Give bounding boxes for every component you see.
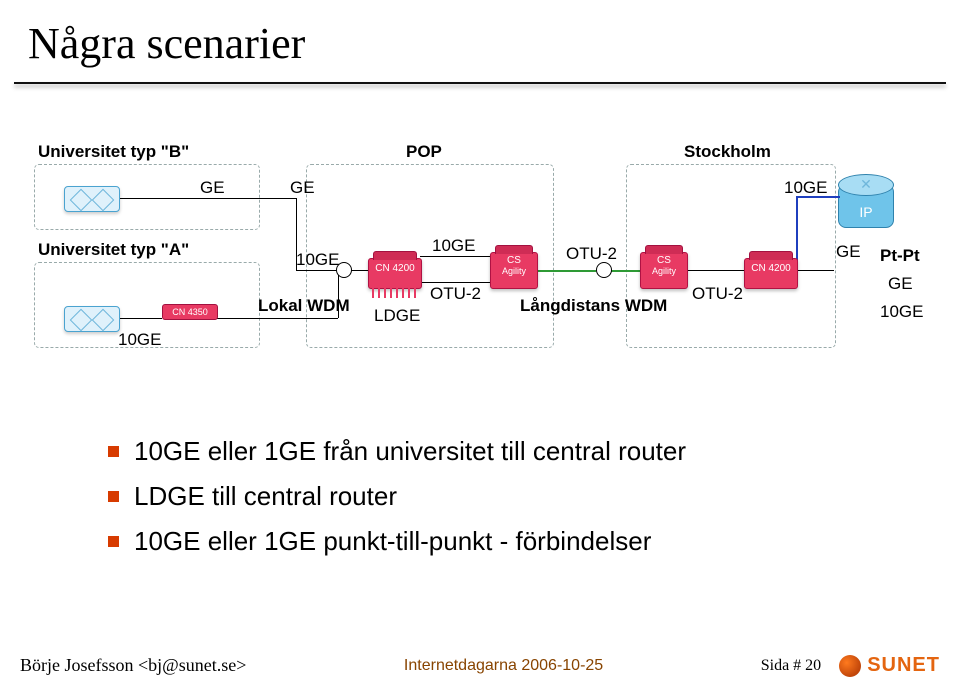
panel-pop-label: POP [406, 142, 442, 162]
slide-title: Några scenarier [28, 18, 305, 69]
label-ge: GE [290, 178, 315, 198]
wdm-cs-sto: CS Agility [640, 252, 688, 289]
label-ptpt: Pt-Pt [880, 246, 920, 266]
router-icon [64, 306, 120, 332]
wdm-sublabel: Agility [652, 266, 676, 276]
ring-icon [596, 262, 612, 278]
footer-page: Sida # 20 [761, 657, 821, 675]
bullet-item: 10GE eller 1GE punkt-till-punkt - förbin… [108, 526, 920, 557]
panel-universitet-a-label: Universitet typ "A" [38, 240, 189, 260]
footer: Börje Josefsson <bj@sunet.se> Internetda… [20, 654, 940, 677]
link-line [796, 270, 834, 271]
bullet-item: 10GE eller 1GE från universitet till cen… [108, 436, 920, 467]
label-otu2: OTU-2 [692, 284, 743, 304]
link-line [296, 270, 338, 271]
label-10ge: 10GE [784, 178, 827, 198]
link-line [210, 318, 338, 319]
footer-author: Börje Josefsson <bj@sunet.se> [20, 655, 246, 676]
link-line [120, 318, 162, 319]
label-10ge: 10GE [432, 236, 475, 256]
link-line [420, 282, 490, 283]
brand-sunet: SUNET [839, 654, 940, 677]
wdm-sublabel: Agility [502, 266, 526, 276]
label-10ge: 10GE [118, 330, 161, 350]
link-line [350, 270, 368, 271]
label-otu2: OTU-2 [430, 284, 481, 304]
label-10ge: 10GE [880, 302, 923, 322]
link-line [120, 198, 296, 199]
wdm-cn4200-sto: CN 4200 [744, 258, 798, 289]
label-lokal-wdm: Lokal WDM [258, 296, 350, 316]
wdm-label: CN 4200 [375, 263, 414, 274]
link-line [686, 270, 744, 271]
label-10ge: 10GE [296, 250, 339, 270]
wdm-cs-pop: CS Agility [490, 252, 538, 289]
panel-universitet-b-label: Universitet typ "B" [38, 142, 189, 162]
ldge-label: LDGE [374, 306, 420, 326]
bullet-item: LDGE till central router [108, 481, 920, 512]
label-ge: GE [888, 274, 913, 294]
cn4350-box: CN 4350 [162, 304, 218, 320]
wdm-cn4200-pop: CN 4200 [368, 258, 422, 289]
bullet-list: 10GE eller 1GE från universitet till cen… [68, 436, 920, 571]
brand-text: SUNET [867, 654, 940, 677]
link-line-green [610, 270, 640, 272]
panel-stockholm-label: Stockholm [684, 142, 771, 162]
footer-event: Internetdagarna 2006-10-25 [404, 657, 603, 675]
cn4350-label: CN 4350 [172, 307, 208, 317]
wdm-label: CS [657, 255, 671, 266]
label-otu2: OTU-2 [566, 244, 617, 264]
ip-cylinder-icon: ✕ IP [838, 174, 894, 228]
ip-label: IP [838, 204, 894, 220]
wdm-label: CN 4200 [751, 263, 790, 274]
label-ge: GE [200, 178, 225, 198]
sunet-orb-icon [839, 655, 861, 677]
link-line-green [536, 270, 596, 272]
title-rule [14, 82, 946, 84]
label-langdistans-wdm: Långdistans WDM [520, 296, 667, 316]
link-line [420, 256, 490, 257]
wdm-label: CS [507, 255, 521, 266]
slide: Några scenarier Universitet typ "B" Univ… [0, 0, 960, 693]
label-ge: GE [836, 242, 861, 262]
router-icon [64, 186, 120, 212]
